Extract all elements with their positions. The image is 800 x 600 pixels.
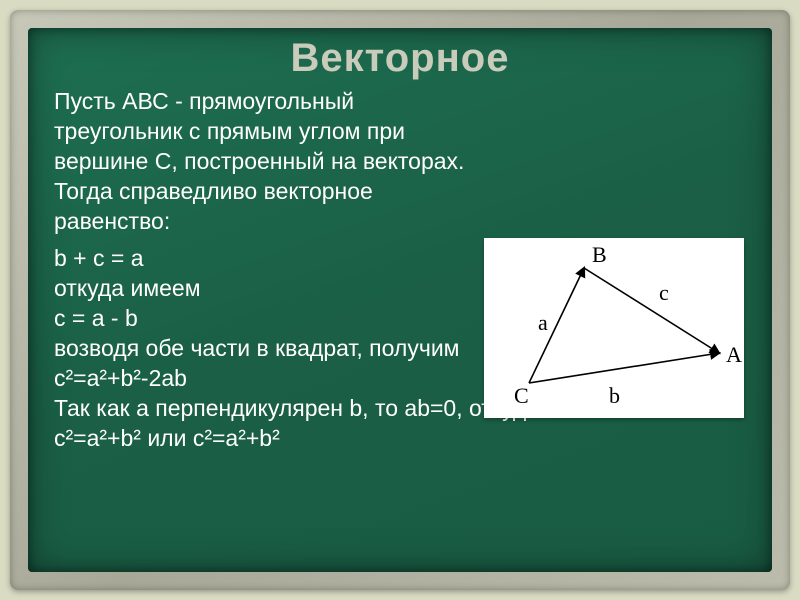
- intro-paragraph: Пусть АВС - прямоугольный треугольник с …: [54, 87, 484, 236]
- chalkboard: Векторное Пусть АВС - прямоугольный треу…: [28, 28, 772, 572]
- edge-CA: [529, 353, 719, 383]
- vertex-A-label: A: [726, 342, 742, 367]
- edge-a-label: a: [538, 310, 548, 335]
- triangle-diagram: B A C a b c: [484, 238, 744, 418]
- whiteboard-frame: Векторное Пусть АВС - прямоугольный треу…: [10, 10, 790, 590]
- vertex-C-label: C: [514, 383, 529, 408]
- edge-BA: [584, 268, 719, 353]
- triangle-svg: B A C a b c: [484, 238, 744, 418]
- vertex-B-label: B: [592, 242, 607, 267]
- slide-title: Векторное: [54, 36, 746, 81]
- edge-b-label: b: [609, 383, 620, 408]
- formula-line-7: с²=а²+b² или с²=а²+b²: [54, 424, 746, 454]
- edge-c-label: c: [659, 280, 669, 305]
